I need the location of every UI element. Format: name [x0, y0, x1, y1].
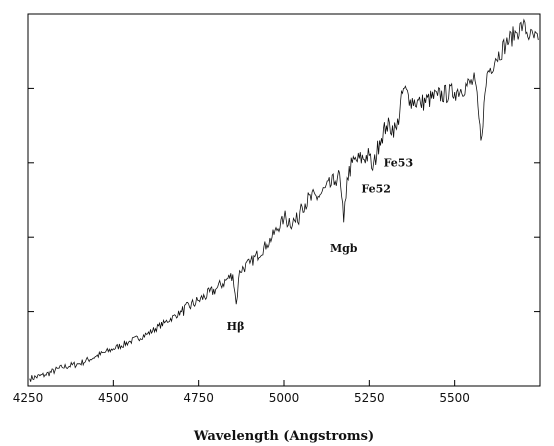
x-tick-label: 4750 [183, 391, 214, 405]
plot-frame [27, 13, 541, 387]
line-annotations: Hβ Mgb Fe52 Fe53 [227, 157, 413, 334]
annotation-label: Hβ [227, 320, 245, 333]
annotation-label: Mgb [330, 242, 358, 255]
x-tick-label: 5500 [439, 391, 470, 405]
spectrum-line [29, 18, 539, 382]
x-tick-label: 4500 [98, 391, 129, 405]
x-tick-label: 5250 [354, 391, 385, 405]
x-tick-label: 4250 [13, 391, 44, 405]
y-axis [28, 87, 540, 313]
annotation-label: Fe53 [384, 157, 414, 170]
x-axis: 4250 4500 4750 5000 5250 5500 [13, 380, 470, 405]
annotation-label: Fe52 [361, 183, 391, 196]
x-tick-label: 5000 [269, 391, 300, 405]
x-axis-title: Wavelength (Angstroms) [193, 429, 374, 444]
